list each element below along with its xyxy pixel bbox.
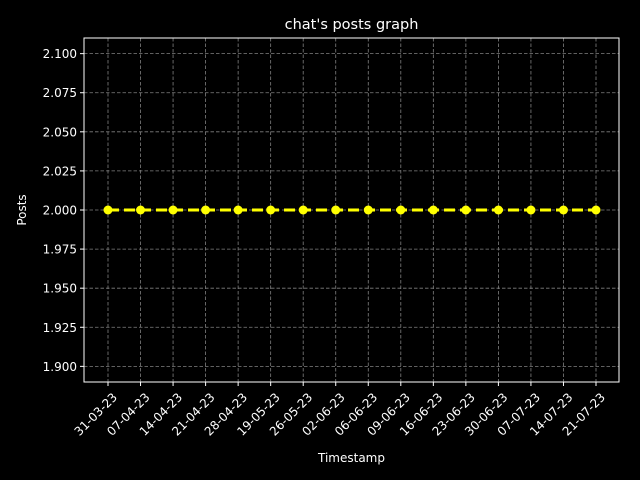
data-point bbox=[201, 205, 211, 215]
y-tick-label: 1.950 bbox=[43, 282, 77, 296]
data-point bbox=[331, 205, 341, 215]
data-point bbox=[526, 205, 536, 215]
data-point bbox=[363, 205, 373, 215]
data-point bbox=[558, 205, 568, 215]
x-axis-label: Timestamp bbox=[317, 451, 385, 465]
data-point bbox=[298, 205, 308, 215]
y-tick-label: 2.050 bbox=[43, 125, 77, 139]
data-point bbox=[428, 205, 438, 215]
data-point bbox=[136, 205, 146, 215]
chart-title: chat's posts graph bbox=[285, 17, 419, 33]
y-tick-label: 1.900 bbox=[43, 360, 77, 374]
y-axis-label: Posts bbox=[15, 194, 29, 225]
data-point bbox=[461, 205, 471, 215]
data-point bbox=[493, 205, 503, 215]
y-tick-label: 2.025 bbox=[43, 164, 77, 178]
data-point bbox=[266, 205, 276, 215]
series-layer bbox=[103, 205, 601, 215]
data-point bbox=[103, 205, 113, 215]
data-point bbox=[233, 205, 243, 215]
y-tick-label: 2.100 bbox=[43, 47, 77, 61]
y-tick-label: 1.975 bbox=[43, 243, 77, 257]
data-point bbox=[591, 205, 601, 215]
data-point bbox=[168, 205, 178, 215]
data-point bbox=[396, 205, 406, 215]
y-tick-label: 1.925 bbox=[43, 321, 77, 335]
y-tick-label: 2.000 bbox=[43, 204, 77, 218]
y-tick-label: 2.075 bbox=[43, 86, 77, 100]
